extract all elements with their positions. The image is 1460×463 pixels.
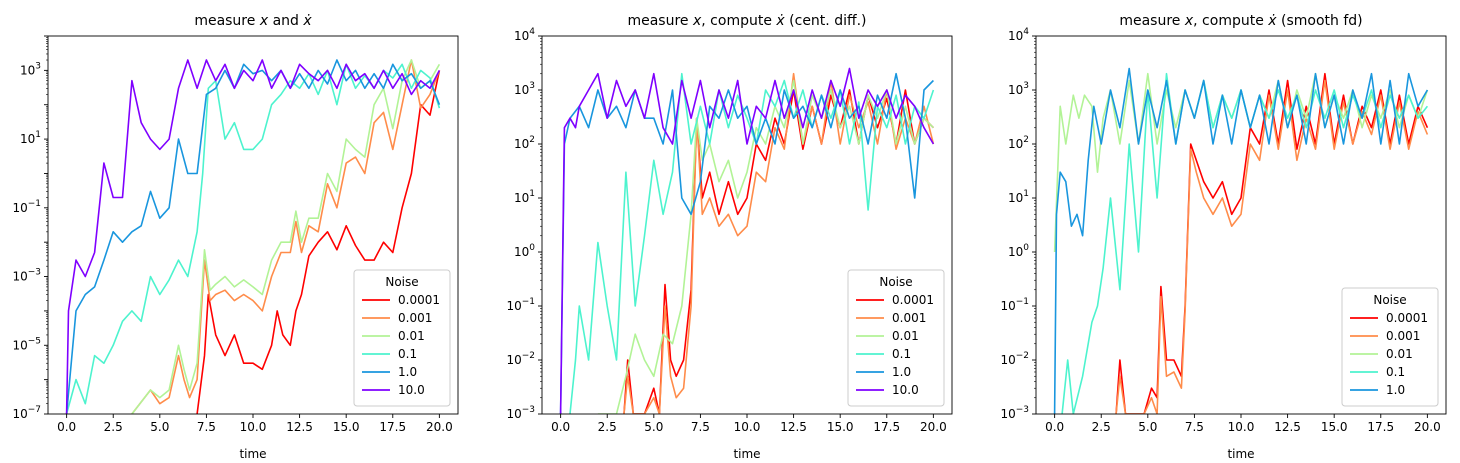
y-tick-label: 103 [514,81,535,97]
x-tick-label: 17.5 [379,420,406,434]
legend-label: 0.0001 [892,293,934,307]
y-tick-label: 104 [1008,27,1029,43]
y-tick-label: 102 [1008,135,1029,151]
legend-label: 0.01 [1386,347,1413,361]
legend-title: Noise [385,275,418,289]
x-tick-label: 15.0 [827,420,854,434]
series-line-10.0 [559,67,935,414]
legend-label: 0.01 [398,329,425,343]
series-line-10.0 [65,59,441,414]
legend-label: 0.001 [892,311,926,325]
x-tick-label: 7.5 [1185,420,1204,434]
y-tick-label: 101 [1008,189,1029,205]
x-tick-label: 10.0 [240,420,267,434]
chart-panel-3: 0.0 2.5 5.0 7.5 10.0 12.5 15.0 17.5 20.0 10−3 10−2… [1000,13,1447,461]
series-line-0.001 [131,59,441,414]
series-group [559,67,935,414]
x-tick-label: 20.0 [1414,420,1441,434]
y-tick-label: 103 [20,61,41,77]
legend-title: Noise [1373,293,1406,307]
legend-label: 0.001 [398,311,432,325]
y-tick-label: 100 [514,243,535,259]
y-tick-label: 10−7 [12,405,41,421]
x-tick-label: 12.5 [1274,420,1301,434]
y-tick-label: 10−5 [12,336,41,352]
series-line-1.0 [65,59,441,414]
x-tick-label: 12.5 [286,420,313,434]
y-tick-label: 101 [514,189,535,205]
y-tick-label: 100 [1008,243,1029,259]
x-tick-label: 10.0 [734,420,761,434]
chart-title: measure x and ẋ [194,13,312,29]
x-tick-label: 2.5 [598,420,617,434]
x-tick-label: 2.5 [1092,420,1111,434]
x-tick-label: 0.0 [551,420,570,434]
x-tick-label: 7.5 [197,420,216,434]
y-tick-label: 10−3 [506,405,535,421]
series-line-0.0001 [196,70,441,414]
x-tick-label: 15.0 [333,420,360,434]
legend-label: 0.0001 [1386,311,1428,325]
x-axis-label: time [733,447,760,461]
y-tick-label: 101 [20,130,41,146]
x-tick-label: 5.0 [150,420,169,434]
legend-label: 0.1 [398,347,417,361]
y-tick-label: 104 [514,27,535,43]
x-tick-label: 5.0 [1138,420,1157,434]
legend-title: Noise [879,275,912,289]
series-line-0.01 [131,59,441,414]
series-line-1.0 [1053,67,1429,414]
legend-label: 10.0 [892,383,919,397]
series-line-0.001 [623,72,935,414]
x-tick-label: 10.0 [1228,420,1255,434]
x-tick-label: 7.5 [691,420,710,434]
y-tick-label: 103 [1008,81,1029,97]
y-tick-label: 10−3 [12,268,41,284]
x-tick-label: 12.5 [780,420,807,434]
legend-label: 0.1 [892,347,911,361]
series-group [65,59,441,414]
y-tick-label: 10−1 [1000,297,1029,313]
legend-label: 1.0 [892,365,911,379]
series-group [1053,67,1429,414]
x-axis-label: time [1227,447,1254,461]
legend-label: 10.0 [398,383,425,397]
x-axis-label: time [239,447,266,461]
legend-label: 0.01 [892,329,919,343]
legend-label: 0.001 [1386,329,1420,343]
x-tick-label: 0.0 [57,420,76,434]
legend-label: 1.0 [1386,383,1405,397]
x-tick-label: 20.0 [426,420,453,434]
x-tick-label: 2.5 [104,420,123,434]
legend-label: 0.0001 [398,293,440,307]
legend-label: 0.1 [1386,365,1405,379]
y-tick-label: 102 [514,135,535,151]
chart-title: measure x, compute ẋ (smooth fd) [1119,13,1362,29]
legend: Noise 0.0001 0.001 0.01 0.1 1.0 10.0 [353,269,451,407]
series-line-0.001 [1115,79,1429,414]
y-tick-label: 10−2 [506,351,535,367]
series-line-0.01 [1053,72,1429,253]
x-tick-label: 0.0 [1045,420,1064,434]
x-tick-label: 15.0 [1321,420,1348,434]
chart-title: measure x, compute ẋ (cent. diff.) [627,13,866,29]
legend: Noise 0.0001 0.001 0.01 0.1 1.0 [1341,287,1439,407]
x-tick-label: 17.5 [1367,420,1394,434]
legend-label: 1.0 [398,365,417,379]
chart-panel-2: 0.0 2.5 5.0 7.5 10.0 12.5 15.0 17.5 20.0 10−3 10−2… [506,13,953,461]
y-tick-label: 10−1 [506,297,535,313]
series-line-0.1 [569,72,935,414]
y-tick-label: 10−2 [1000,351,1029,367]
legend: Noise 0.0001 0.001 0.01 0.1 1.0 10.0 [847,269,945,407]
chart-panel-1: 0.0 2.5 5.0 7.5 10.0 12.5 15.0 17.5 20.0 10−7 10−5… [12,13,459,461]
x-tick-label: 5.0 [644,420,663,434]
y-tick-label: 10−3 [1000,405,1029,421]
x-tick-label: 20.0 [920,420,947,434]
x-tick-label: 17.5 [873,420,900,434]
y-tick-label: 10−1 [12,199,41,215]
